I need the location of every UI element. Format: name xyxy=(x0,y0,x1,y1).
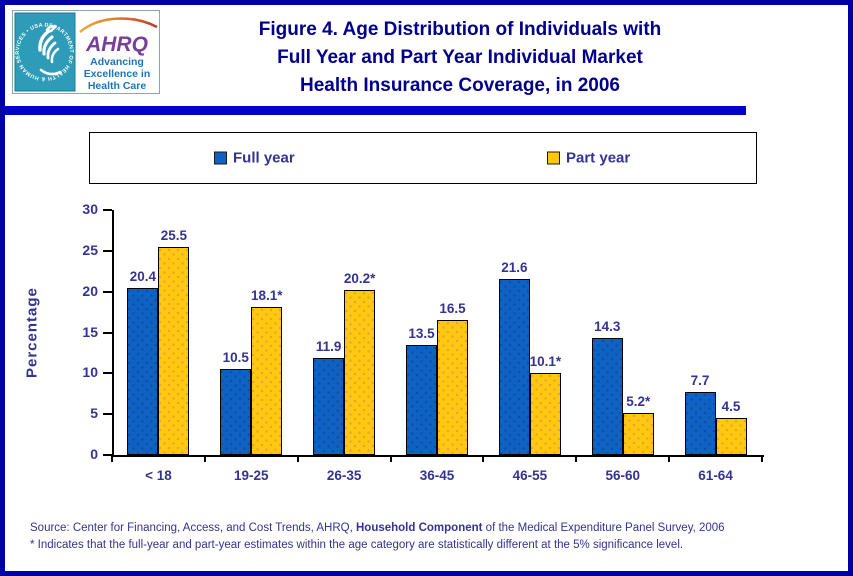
bar-value-label: 5.2* xyxy=(626,393,651,409)
x-axis-tick xyxy=(761,455,763,462)
bar-part-year-7 xyxy=(715,418,747,455)
x-axis-category-label: 36-45 xyxy=(419,468,455,483)
x-axis-category-label: 26-35 xyxy=(326,468,362,483)
legend-item-full-year: Full year xyxy=(214,150,295,167)
bar-value-label: 7.7 xyxy=(690,373,710,389)
title-line-1: Figure 4. Age Distribution of Individual… xyxy=(258,19,662,40)
bar-value-label: 21.6 xyxy=(501,259,528,275)
hhs-ahrq-logo-graphic: DEPARTMENT OF HEALTH & HUMAN SERVICES • … xyxy=(12,10,160,94)
x-axis-category-label: 61-64 xyxy=(698,468,733,483)
footnote-line: * Indicates that the full-year and part-… xyxy=(30,539,684,551)
y-axis-tick xyxy=(103,249,112,252)
x-axis-tick xyxy=(296,455,299,462)
bar-full-year-7 xyxy=(684,392,716,455)
bar-part-year-5 xyxy=(529,372,561,455)
bar-part-year-4 xyxy=(437,320,468,455)
bar-value-label: 18.1* xyxy=(251,288,283,304)
title-line-3: Health Insurance Coverage, in 2006 xyxy=(300,75,620,96)
full-year-swatch xyxy=(214,151,227,165)
x-axis-tick xyxy=(575,455,578,462)
hhs-eagle-icon xyxy=(38,25,62,76)
bar-part-year-1 xyxy=(158,246,190,455)
header-divider-bar xyxy=(5,106,746,115)
bar-part-year-2 xyxy=(251,307,283,455)
x-axis-category-label: 56-60 xyxy=(605,468,640,483)
y-axis-tick xyxy=(103,290,112,293)
bar-value-label: 10.1* xyxy=(529,353,562,369)
y-axis-tick xyxy=(103,209,112,211)
ahrq-wordmark: AHRQ xyxy=(85,33,148,56)
x-axis-category-label: 46-55 xyxy=(512,468,548,483)
bar-full-year-4 xyxy=(406,344,437,455)
y-axis-tick-label: 20 xyxy=(82,282,98,299)
ahrq-tagline: Advancing Excellence in Health Care xyxy=(84,56,151,92)
legend-label-full-year: Full year xyxy=(233,149,295,167)
bar-value-label: 20.4 xyxy=(129,269,157,285)
y-axis-tick-label: 25 xyxy=(82,241,98,258)
bar-full-year-1 xyxy=(127,288,159,455)
bar-value-label: 10.5 xyxy=(222,350,249,366)
footer-notes: Source: Center for Financing, Access, an… xyxy=(30,520,830,554)
bar-part-year-3 xyxy=(344,290,376,455)
x-axis-tick xyxy=(482,455,485,462)
chart-legend: Full year Part year xyxy=(89,132,757,184)
y-axis-tick xyxy=(103,331,112,334)
bar-full-year-3 xyxy=(313,357,345,455)
svg-text:Excellence in: Excellence in xyxy=(84,68,151,80)
legend-item-part-year: Part year xyxy=(547,150,630,167)
x-axis-tick xyxy=(389,455,392,462)
source-text: Source: Center for Financing, Access, an… xyxy=(30,522,356,534)
source-suffix-text: of the Medical Expenditure Panel Survey,… xyxy=(482,522,725,534)
svg-text:Advancing: Advancing xyxy=(90,56,144,68)
bar-value-label: 13.5 xyxy=(408,325,435,341)
title-line-2: Full Year and Part Year Individual Marke… xyxy=(277,47,643,68)
y-axis-tick xyxy=(103,413,112,416)
figure-title: Figure 4. Age Distribution of Individual… xyxy=(155,16,765,100)
bar-part-year-6 xyxy=(622,412,654,455)
x-axis-category-label: < 18 xyxy=(145,468,172,483)
source-line: Source: Center for Financing, Access, an… xyxy=(30,520,830,537)
bar-value-label: 4.5 xyxy=(721,399,741,415)
x-axis-tick xyxy=(111,455,113,462)
source-bold-text: Household Component xyxy=(355,522,483,534)
bar-full-year-6 xyxy=(591,338,623,455)
y-axis-tick xyxy=(103,454,112,456)
bar-value-label: 11.9 xyxy=(315,338,342,354)
bar-value-label: 16.5 xyxy=(439,301,466,317)
svg-text:Health Care: Health Care xyxy=(88,80,147,92)
y-axis-tick-label: 15 xyxy=(82,323,98,340)
y-axis-tick-label: 5 xyxy=(90,405,98,422)
ahrq-rainbow-arc xyxy=(79,17,158,34)
ahrq-hhs-logo: DEPARTMENT OF HEALTH & HUMAN SERVICES • … xyxy=(12,10,160,94)
bar-value-label: 25.5 xyxy=(160,227,188,243)
y-axis-tick-label: 0 xyxy=(90,446,98,462)
bar-value-label: 14.3 xyxy=(594,319,621,335)
bar-chart: 0 5 10 15 20 25 30 < 18 20.4 25.5 19-25 10.5 18.1* 26… xyxy=(5,5,848,571)
bar-full-year-2 xyxy=(220,369,252,455)
x-axis-category-label: 19-25 xyxy=(234,468,269,483)
x-axis-tick xyxy=(668,455,671,462)
y-axis-tick xyxy=(103,372,112,375)
x-axis-tick xyxy=(203,455,206,462)
y-axis-tick-label: 10 xyxy=(82,364,98,381)
part-year-swatch xyxy=(547,151,560,165)
legend-label-part-year: Part year xyxy=(566,149,631,167)
y-axis-tick-label: 30 xyxy=(82,201,98,217)
bar-value-label: 20.2* xyxy=(343,271,376,287)
bar-full-year-5 xyxy=(498,278,530,455)
